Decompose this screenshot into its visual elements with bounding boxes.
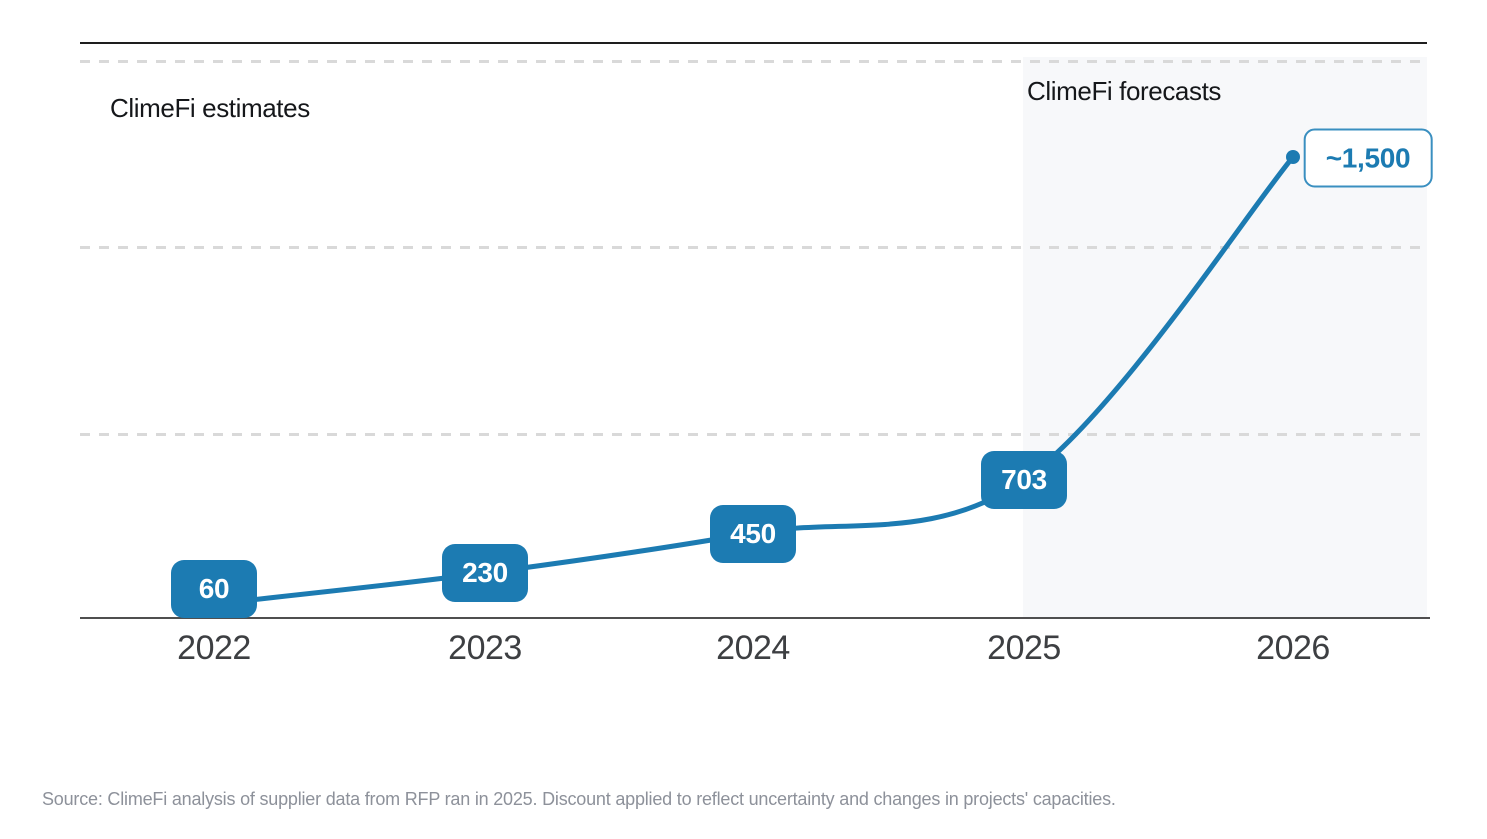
- estimates-annotation: ClimeFi estimates: [110, 93, 310, 123]
- top-rule: [80, 42, 1427, 44]
- value-label-2024: 450: [710, 505, 796, 563]
- gridline-1: [80, 246, 1427, 249]
- gridline-0: [80, 60, 1427, 63]
- x-axis-line: [80, 617, 1430, 619]
- value-label-2025: 703: [981, 451, 1067, 509]
- x-tick-2025: 2025: [987, 629, 1061, 667]
- value-label-2022: 60: [171, 560, 257, 618]
- source-note: Source: ClimeFi analysis of supplier dat…: [42, 789, 1116, 809]
- forecast-value-label-2026: ~1,500: [1303, 128, 1433, 188]
- gridline-2: [80, 433, 1427, 436]
- value-label-2023: 230: [442, 544, 528, 602]
- endpoint-dot: [1286, 150, 1300, 164]
- x-tick-2022: 2022: [177, 629, 251, 667]
- x-tick-2026: 2026: [1256, 629, 1330, 667]
- x-tick-2023: 2023: [448, 629, 522, 667]
- forecasts-annotation: ClimeFi forecasts: [1027, 76, 1222, 106]
- x-tick-2024: 2024: [716, 629, 790, 667]
